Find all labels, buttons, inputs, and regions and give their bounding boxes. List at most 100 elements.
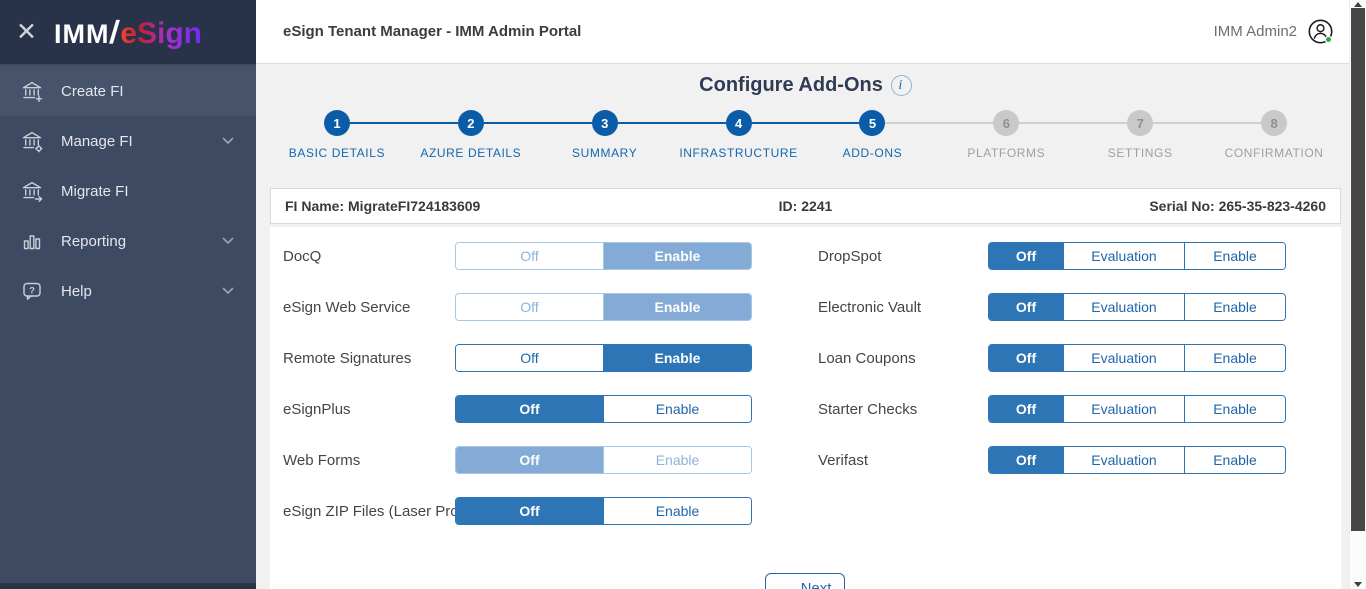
chevron-down-icon — [222, 137, 234, 145]
addon-toggle-group: Off Evaluation Enable — [988, 395, 1286, 423]
step-azure-details[interactable]: 2 AZURE DETAILS — [403, 110, 538, 160]
addon-label: eSignPlus — [283, 400, 351, 418]
addon-toggle-group: Off Enable — [455, 446, 752, 474]
addons-left-column: DocQ Off Enable eSign Web Service Off Enable R… — [283, 242, 752, 548]
addon-row-esignplus: eSignPlus Off Enable — [283, 395, 752, 423]
scrollbar-down-arrow-icon[interactable] — [1354, 582, 1362, 587]
step-platforms: 6 PLATFORMS — [939, 110, 1074, 160]
sidebar-footer — [0, 583, 256, 589]
step-connector — [1073, 122, 1128, 124]
step-number: 4 — [725, 110, 752, 136]
sidebar-logo-row: ✕ IMM / eSign — [0, 0, 256, 64]
dropspot-evaluation-button[interactable]: Evaluation — [1063, 243, 1184, 269]
scrollbar-up-arrow-icon[interactable] — [1354, 2, 1362, 7]
step-summary[interactable]: 3 SUMMARY — [537, 110, 672, 160]
user-avatar-icon[interactable] — [1307, 18, 1335, 46]
addon-label: Remote Signatures — [283, 349, 412, 367]
step-label: CONFIRMATION — [1224, 146, 1324, 160]
dropspot-off-button[interactable]: Off — [989, 243, 1063, 269]
step-label: ADD-ONS — [842, 146, 903, 160]
step-connector — [671, 122, 726, 124]
app-header: eSign Tenant Manager - IMM Admin Portal … — [256, 0, 1349, 64]
step-number: 5 — [859, 110, 886, 136]
step-connector — [483, 122, 538, 124]
step-connector — [1207, 122, 1262, 124]
esign-zip-files-laser-pro-off-button[interactable]: Off — [456, 498, 603, 524]
electronic-vault-off-button[interactable]: Off — [989, 294, 1063, 320]
starter-checks-evaluation-button[interactable]: Evaluation — [1063, 396, 1184, 422]
step-number: 2 — [457, 110, 484, 136]
starter-checks-off-button[interactable]: Off — [989, 396, 1063, 422]
step-connector — [751, 122, 806, 124]
app-logo: IMM / eSign — [54, 14, 202, 51]
esign-zip-files-laser-pro-enable-button[interactable]: Enable — [603, 498, 751, 524]
loan-coupons-off-button[interactable]: Off — [989, 345, 1063, 371]
sidebar-item-help[interactable]: ? Help — [0, 266, 256, 316]
addon-label: DocQ — [283, 247, 322, 265]
sidebar-item-label: Reporting — [61, 232, 127, 250]
addon-toggle-group: Off Evaluation Enable — [988, 446, 1286, 474]
arrow-right-icon: → — [778, 580, 794, 589]
next-button[interactable]: → Next — [764, 573, 846, 589]
dropspot-enable-button[interactable]: Enable — [1184, 243, 1285, 269]
step-add-ons[interactable]: 5 ADD-ONS — [805, 110, 940, 160]
step-connector — [403, 122, 458, 124]
logo-imm: IMM — [53, 18, 110, 49]
step-infrastructure[interactable]: 4 INFRASTRUCTURE — [671, 110, 806, 160]
starter-checks-enable-button[interactable]: Enable — [1184, 396, 1285, 422]
addon-toggle-group: Off Evaluation Enable — [988, 242, 1286, 270]
addon-row-loan-coupons: Loan Coupons Off Evaluation Enable — [818, 344, 1286, 372]
esign-web-service-off-button[interactable]: Off — [456, 294, 603, 320]
sidebar-item-create-fi[interactable]: Create FI — [0, 66, 256, 116]
main-area: eSign Tenant Manager - IMM Admin Portal … — [256, 0, 1349, 589]
step-connector — [885, 122, 940, 124]
bank-arrow-icon — [20, 179, 44, 203]
sidebar-item-manage-fi[interactable]: Manage FI — [0, 116, 256, 166]
step-label: INFRASTRUCTURE — [679, 146, 798, 160]
esignplus-off-button[interactable]: Off — [456, 396, 603, 422]
verifast-enable-button[interactable]: Enable — [1184, 447, 1285, 473]
scrollbar-thumb[interactable] — [1351, 8, 1365, 531]
step-number: 3 — [591, 110, 618, 136]
electronic-vault-evaluation-button[interactable]: Evaluation — [1063, 294, 1184, 320]
loan-coupons-enable-button[interactable]: Enable — [1184, 345, 1285, 371]
sidebar-item-reporting[interactable]: Reporting — [0, 216, 256, 266]
addon-row-docq: DocQ Off Enable — [283, 242, 752, 270]
loan-coupons-evaluation-button[interactable]: Evaluation — [1063, 345, 1184, 371]
remote-signatures-enable-button[interactable]: Enable — [603, 345, 751, 371]
web-forms-enable-button[interactable]: Enable — [603, 447, 751, 473]
web-forms-off-button[interactable]: Off — [456, 447, 603, 473]
sidebar-item-migrate-fi[interactable]: Migrate FI — [0, 166, 256, 216]
addon-label: eSign ZIP Files (Laser Pro) — [283, 502, 464, 520]
esignplus-enable-button[interactable]: Enable — [603, 396, 751, 422]
step-basic-details[interactable]: 1 BASIC DETAILS — [270, 110, 404, 160]
electronic-vault-enable-button[interactable]: Enable — [1184, 294, 1285, 320]
addons-card: DocQ Off Enable eSign Web Service Off Enable R… — [270, 227, 1341, 589]
step-connector — [617, 122, 672, 124]
verifast-off-button[interactable]: Off — [989, 447, 1063, 473]
addons-columns: DocQ Off Enable eSign Web Service Off Enable R… — [283, 242, 1327, 548]
sidebar: ✕ IMM / eSign Create FI Manage FI Migrate FI… — [0, 0, 256, 589]
fi-info-bar: FI Name: MigrateFI724183609 ID: 2241 Ser… — [270, 188, 1341, 224]
info-icon[interactable]: i — [890, 75, 912, 96]
next-button-label: Next — [800, 580, 832, 589]
verifast-evaluation-button[interactable]: Evaluation — [1063, 447, 1184, 473]
vertical-scrollbar[interactable] — [1349, 0, 1366, 589]
step-label: BASIC DETAILS — [288, 146, 386, 160]
bank-plus-icon — [20, 79, 44, 103]
addon-toggle-group: Off Enable — [455, 293, 752, 321]
addon-row-remote-signatures: Remote Signatures Off Enable — [283, 344, 752, 372]
addon-label: Starter Checks — [818, 400, 918, 418]
esign-web-service-enable-button[interactable]: Enable — [603, 294, 751, 320]
addon-row-electronic-vault: Electronic Vault Off Evaluation Enable — [818, 293, 1286, 321]
bank-gear-icon — [20, 129, 44, 153]
step-connector — [805, 122, 860, 124]
docq-off-button[interactable]: Off — [456, 243, 603, 269]
addon-toggle-group: Off Enable — [455, 242, 752, 270]
docq-enable-button[interactable]: Enable — [603, 243, 751, 269]
addon-row-esign-zip-files-laser-pro: eSign ZIP Files (Laser Pro) Off Enable — [283, 497, 752, 525]
close-icon[interactable]: ✕ — [16, 17, 37, 46]
remote-signatures-off-button[interactable]: Off — [456, 345, 603, 371]
addon-toggle-group: Off Enable — [455, 395, 752, 423]
wizard-title: Configure Add-Ons — [699, 74, 883, 96]
